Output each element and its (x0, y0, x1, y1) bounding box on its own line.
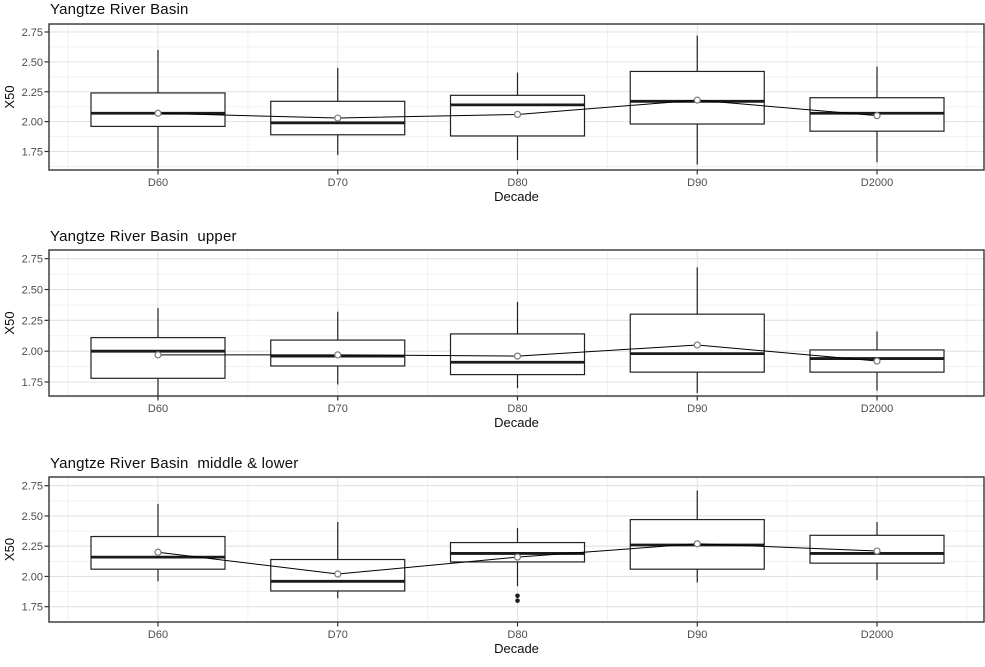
y-tick-label: 2.75 (22, 254, 43, 266)
y-tick-label: 2.25 (22, 315, 43, 327)
iqr-box (90, 535, 226, 570)
x-tick-label: D60 (148, 177, 168, 189)
x-axis-title: Decade (494, 415, 539, 430)
chart-yangtze-river-basin: 1.75 2.00 2.25 2.50 2.75 D60 D70 D80 D90 D2000 Dec… (0, 0, 985, 222)
x-tick-label: D70 (328, 403, 348, 415)
y-axis-title: X50 (2, 311, 17, 334)
chart-title: Yangtze River Basin middle & lower (50, 455, 299, 472)
y-tick-label: 2.25 (22, 87, 43, 99)
axis-ticks (44, 31, 878, 175)
mean-point-D70 (334, 351, 342, 359)
mean-point-D80 (513, 553, 522, 561)
x-tick-label: D80 (507, 403, 527, 415)
x-tick-label: D70 (328, 629, 348, 641)
mean-point-D60 (154, 548, 162, 556)
y-tick-label: 2.25 (22, 541, 43, 553)
mean-point-D80 (513, 352, 522, 360)
y-tick-label: 2.00 (22, 346, 43, 358)
x-tick-label: D60 (148, 403, 168, 415)
x-tick-label: D2000 (861, 629, 893, 641)
mean-point-D80 (513, 110, 522, 119)
panel-border (48, 23, 985, 171)
axis-ticks (44, 258, 878, 401)
x-tick-label: D80 (507, 629, 527, 641)
chart-yangtze-river-basin-middle-lower: 1.75 2.00 2.25 2.50 2.75 D60 D70 D80 D90 D2000 Dec… (0, 447, 985, 667)
y-tick-label: 1.75 (22, 377, 43, 389)
boxplot-svg-upper: 1.75 2.00 2.25 2.50 2.75 D60 D70 D80 D90 D2000 Dec… (2, 249, 985, 430)
y-axis-title: X50 (2, 538, 17, 561)
mean-point-D2000 (873, 112, 881, 120)
mean-point-D60 (154, 351, 162, 359)
chart-yangtze-river-basin-upper: 1.75 2.00 2.25 2.50 2.75 D60 D70 D80 D90 D2000 Dec… (0, 222, 985, 447)
y-axis-title: X50 (2, 85, 17, 108)
boxplot-D80 (449, 528, 586, 603)
chart-title: Yangtze River Basin (50, 1, 189, 18)
x-tick-label: D80 (507, 177, 527, 189)
y-tick-label: 2.00 (22, 571, 43, 583)
outlier-point (515, 593, 520, 599)
x-axis-title: Decade (494, 641, 539, 656)
boxplot-svg-basin: 1.75 2.00 2.25 2.50 2.75 D60 D70 D80 D90 D2000 Dec… (2, 23, 985, 204)
boxplot-svg-middle-lower: 1.75 2.00 2.25 2.50 2.75 D60 D70 D80 D90 D2000 Dec… (2, 476, 985, 656)
y-tick-label: 2.75 (22, 481, 43, 493)
mean-point-D2000 (873, 547, 881, 555)
y-tick-label: 1.75 (22, 147, 43, 159)
mean-point-D90 (693, 96, 701, 104)
mean-point-D70 (334, 114, 342, 122)
x-tick-label: D60 (148, 629, 168, 641)
boxplot-D60 (90, 503, 226, 582)
y-tick-label: 2.75 (22, 27, 43, 39)
x-tick-label: D90 (687, 629, 707, 641)
axis-ticks (44, 485, 878, 627)
x-tick-label: D90 (687, 177, 707, 189)
boxplot-D70 (270, 522, 406, 599)
mean-point-D2000 (873, 357, 881, 365)
mean-point-D60 (154, 109, 162, 117)
panel-border (48, 476, 985, 623)
x-tick-label: D90 (687, 403, 707, 415)
y-tick-label: 2.50 (22, 57, 43, 69)
mean-point-D90 (693, 540, 701, 548)
y-tick-label: 1.75 (22, 602, 43, 614)
mean-point-D90 (693, 341, 701, 349)
y-tick-label: 2.50 (22, 285, 43, 297)
y-tick-label: 2.00 (22, 117, 43, 129)
x-tick-label: D2000 (861, 403, 893, 415)
chart-title: Yangtze River Basin upper (50, 228, 237, 245)
y-tick-label: 2.50 (22, 511, 43, 523)
outlier-point (515, 598, 520, 603)
mean-point-D70 (334, 570, 342, 578)
x-tick-label: D2000 (861, 177, 893, 189)
x-axis-title: Decade (494, 189, 539, 204)
x-tick-label: D70 (328, 177, 348, 189)
panel-border (48, 249, 985, 397)
